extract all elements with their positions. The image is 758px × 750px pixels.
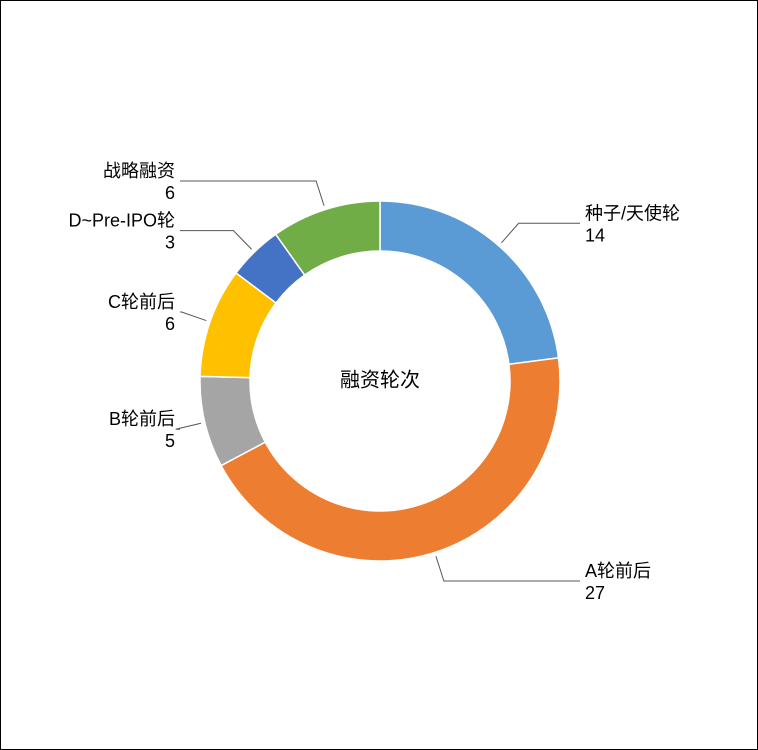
segment-label-value: 6	[165, 314, 175, 334]
segment-label-value: 3	[165, 233, 175, 253]
segment-label-name: D~Pre-IPO轮	[68, 211, 175, 231]
chart-svg: 种子/天使轮14A轮前后27战略融资6D~Pre-IPO轮3C轮前后6B轮前后5…	[1, 1, 757, 749]
segment-label-value: 27	[585, 583, 605, 603]
segment-label: 战略融资6	[103, 161, 175, 203]
segment-label: A轮前后27	[585, 561, 651, 603]
leader-line	[176, 423, 201, 429]
leader-line	[180, 231, 252, 250]
segment-label-name: B轮前后	[109, 409, 175, 429]
chart-center-label: 融资轮次	[340, 368, 420, 391]
segment-label-name: A轮前后	[585, 561, 651, 581]
leader-line	[180, 312, 206, 321]
leader-line	[180, 181, 324, 206]
donut-segment	[380, 201, 559, 364]
segment-label-value: 5	[165, 431, 175, 451]
segment-label-value: 6	[165, 183, 175, 203]
segment-label: B轮前后5	[109, 409, 175, 451]
segment-label-value: 14	[585, 225, 605, 245]
segment-label-name: 战略融资	[103, 161, 175, 181]
donut-chart: 种子/天使轮14A轮前后27战略融资6D~Pre-IPO轮3C轮前后6B轮前后5…	[0, 0, 758, 750]
segment-label: C轮前后6	[108, 292, 175, 334]
segment-label-name: C轮前后	[108, 292, 175, 312]
leader-line	[501, 223, 580, 243]
leader-line	[436, 556, 580, 581]
segment-label-name: 种子/天使轮	[585, 203, 680, 223]
segment-label: D~Pre-IPO轮3	[68, 211, 175, 253]
segment-label: 种子/天使轮14	[585, 203, 680, 245]
